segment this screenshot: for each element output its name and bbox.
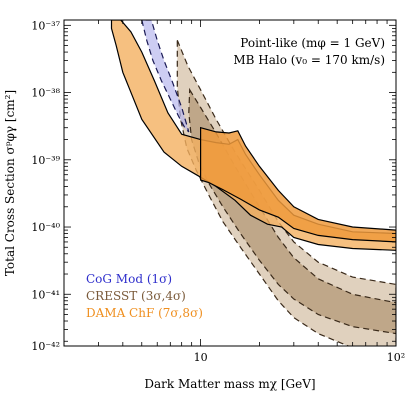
y-tick-label: 10⁻⁴⁰ [31,221,60,234]
y-tick-label: 10⁻³⁹ [31,154,60,167]
y-tick-label: 10⁻³⁷ [31,19,60,32]
x-tick-label: 10 [194,351,208,364]
x-axis-title: Dark Matter mass mχ [GeV] [144,377,315,391]
legend-cresst: CRESST (3σ,4σ) [86,289,186,303]
x-tick-label: 10² [387,351,405,364]
y-axis-title: Total Cross Section σᵖφγ [cm²] [3,90,17,276]
legend-cog: CoG Mod (1σ) [86,272,172,286]
ticks-layer: 10 10² 10⁻⁴² 10⁻⁴¹ 10⁻⁴⁰ 10⁻³⁹ 10⁻³⁸ 10⁻³⁷ [31,19,405,364]
legend-dama: DAMA ChF (7σ,8σ) [86,306,203,320]
y-tick-label: 10⁻⁴² [31,340,60,353]
dama-inner-region [200,126,396,243]
cog-region [141,20,190,133]
y-tick-label: 10⁻³⁸ [31,87,60,100]
annotation-line-1: Point-like (mφ = 1 GeV) [240,36,385,50]
plot-frame [63,19,397,347]
regions-layer [110,20,396,346]
annotation-line-2: MB Halo (v₀ = 170 km/s) [233,53,385,67]
y-tick-label: 10⁻⁴¹ [31,288,60,301]
